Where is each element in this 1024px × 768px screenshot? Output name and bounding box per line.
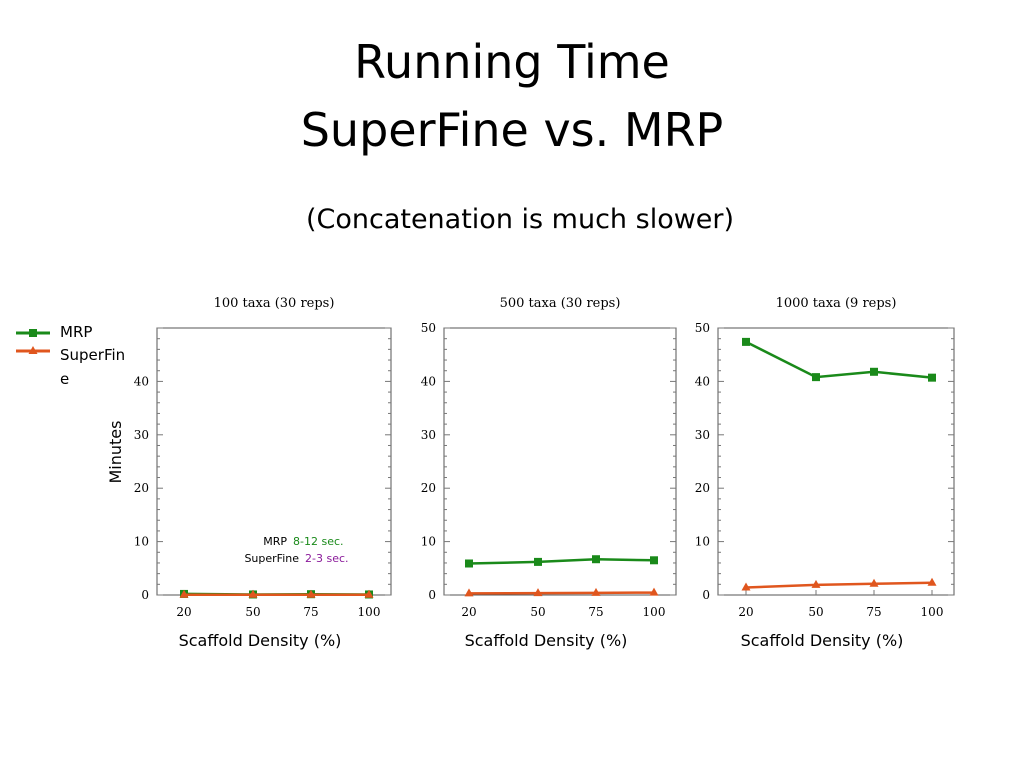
y-tick-label: 40 <box>421 374 436 388</box>
superfine-series-line <box>468 591 655 595</box>
superfine-point <box>364 589 374 598</box>
y-tick-label: 0 <box>428 588 436 602</box>
mrp-series-line <box>468 557 655 565</box>
legend-superfine-label-line2: e <box>60 370 69 388</box>
y-tick-label: 20 <box>134 481 149 495</box>
superfine-point <box>927 577 937 586</box>
y-tick-label: 30 <box>134 428 149 442</box>
superfine-point <box>869 578 879 587</box>
x-tick-label: 20 <box>176 605 191 619</box>
y-tick-label: 0 <box>702 588 710 602</box>
x-tick-label: 50 <box>808 605 823 619</box>
mrp-point <box>870 367 878 376</box>
legend-mrp-marker <box>29 329 37 337</box>
plot-frame <box>443 327 677 596</box>
y-tick-label: 30 <box>421 428 436 442</box>
chart-panel-100-taxa: 100 taxa (30 reps) 0 10 20 30 40 20 50 75 100 Scaf… <box>134 296 392 650</box>
x-tick-label: 20 <box>738 605 753 619</box>
mrp-point <box>465 559 473 568</box>
chart-title: 1000 taxa (9 reps) <box>776 296 897 311</box>
annotation-mrp-label: MRP <box>263 535 287 548</box>
chart-title: 100 taxa (30 reps) <box>214 296 335 311</box>
superfine-point <box>464 588 474 597</box>
superfine-point <box>811 579 821 588</box>
x-axis-label: Scaffold Density (%) <box>179 631 342 650</box>
y-tick-label: 30 <box>695 428 710 442</box>
superfine-point <box>533 588 543 597</box>
x-tick-label: 75 <box>588 605 603 619</box>
y-tick-label: 10 <box>134 535 149 549</box>
chart-panel-500-taxa: 500 taxa (30 reps) 0 10 20 30 40 50 20 50 75 100 Sc… <box>421 296 677 650</box>
y-tick-label: 40 <box>695 374 710 388</box>
y-tick-label: 20 <box>421 481 436 495</box>
legend-mrp-label: MRP <box>60 323 92 341</box>
annotation-mrp-value: 8-12 sec. <box>293 535 344 548</box>
superfine-point <box>306 589 316 598</box>
superfine-point <box>591 587 601 596</box>
y-tick-label: 20 <box>695 481 710 495</box>
mrp-point <box>650 556 658 565</box>
mrp-series-line <box>745 340 933 379</box>
slide-subtitle: (Concatenation is much slower) <box>305 204 735 235</box>
x-tick-label: 50 <box>245 605 260 619</box>
legend-superfine-label-line1: SuperFin <box>60 346 125 364</box>
slide-title-line-1: Running Time <box>354 35 670 89</box>
superfine-point <box>179 589 189 598</box>
y-tick-label: 50 <box>695 321 710 335</box>
superfine-series-line <box>745 581 933 589</box>
x-tick-label: 100 <box>921 605 944 619</box>
chart-title: 500 taxa (30 reps) <box>500 296 621 311</box>
x-tick-label: 50 <box>530 605 545 619</box>
x-tick-label: 75 <box>303 605 318 619</box>
x-axis-label: Scaffold Density (%) <box>741 631 904 650</box>
mrp-point <box>592 555 600 564</box>
slide-title-line-2: SuperFine vs. MRP <box>300 103 724 157</box>
legend: MRP SuperFin e <box>16 323 125 388</box>
y-tick-label: 10 <box>421 535 436 549</box>
superfine-point <box>741 582 751 591</box>
x-tick-label: 75 <box>866 605 881 619</box>
y-tick-label: 0 <box>141 588 149 602</box>
superfine-point <box>248 589 258 598</box>
superfine-point <box>649 587 659 596</box>
y-tick-label: 40 <box>134 374 149 388</box>
y-axis-label: Minutes <box>106 421 125 484</box>
chart-panel-1000-taxa: 1000 taxa (9 reps) 0 10 20 30 40 50 20 50 75 100 Sc… <box>695 296 955 650</box>
runtime-annotation: MRP 8-12 sec. SuperFine 2-3 sec. <box>244 535 348 565</box>
y-tick-label: 10 <box>695 535 710 549</box>
mrp-point <box>742 337 750 346</box>
x-tick-label: 100 <box>358 605 381 619</box>
mrp-point <box>812 373 820 382</box>
plot-frame <box>717 327 955 596</box>
x-axis-label: Scaffold Density (%) <box>465 631 628 650</box>
x-tick-label: 100 <box>643 605 666 619</box>
annotation-superfine-label: SuperFine <box>244 552 299 565</box>
mrp-point <box>534 557 542 566</box>
legend-superfine-marker <box>28 346 38 354</box>
y-tick-label: 50 <box>421 321 436 335</box>
annotation-superfine-value: 2-3 sec. <box>305 552 349 565</box>
x-tick-label: 20 <box>461 605 476 619</box>
mrp-point <box>928 373 936 382</box>
